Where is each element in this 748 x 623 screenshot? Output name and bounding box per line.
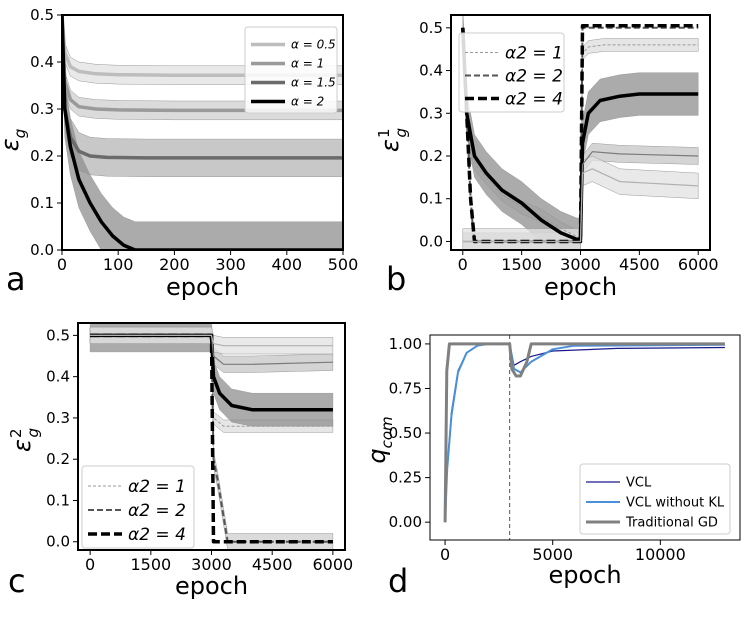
plot-area — [461, 15, 699, 250]
x-axis-label: epoch — [175, 572, 248, 600]
panel-letter-a: a — [6, 260, 26, 298]
x-tick-label: 3000 — [191, 555, 232, 574]
panel-c: 0 1500 3000 4500 6000 0.0 0.1 0.2 0.3 0.4 0.5 epoch… — [7, 322, 354, 600]
x-tick-label: 1500 — [501, 255, 542, 274]
y-tick-label: 0.4 — [46, 368, 70, 386]
legend-label: α2 = 4 — [505, 89, 563, 109]
x-tick-label: 300 — [215, 255, 246, 274]
y-tick-label: 0.3 — [30, 100, 54, 118]
legend-label: Traditional GD — [625, 516, 718, 531]
y-tick-label: 0.4 — [30, 53, 54, 71]
x-axis-label: epoch — [544, 273, 617, 301]
y-tick-label: 0.4 — [419, 62, 443, 80]
x-tick-label: 5000 — [532, 545, 573, 564]
legend-label: α2 = 1 — [128, 477, 186, 497]
legend-label: α2 = 1 — [505, 43, 563, 63]
legend-box — [244, 26, 338, 114]
y-tick-label: 0.1 — [46, 491, 70, 509]
legend-label: α2 = 2 — [128, 501, 186, 521]
series-line-b-0 — [462, 27, 699, 238]
panel-a: 0 100 200 300 400 500 0.0 0.1 0.2 0.3 0.4 0.5 epoch ε… — [0, 6, 359, 301]
legend-label: α = 0.5 — [291, 38, 336, 52]
series-line-a-3 — [62, 15, 343, 250]
plot-area — [443, 335, 725, 540]
y-tick-label: 0.50 — [389, 424, 422, 442]
legend-label: α = 2 — [291, 95, 324, 109]
x-tick-label: 100 — [103, 255, 134, 274]
panel-letter-b: b — [386, 260, 406, 298]
y-tick-label: 0.3 — [46, 409, 70, 427]
x-tick-label: 4500 — [619, 255, 660, 274]
x-axis-label: epoch — [548, 561, 621, 589]
plot-area — [89, 323, 334, 550]
axes-frame — [61, 14, 344, 251]
x-tick-label: 0 — [458, 255, 468, 274]
y-tick-label: 0.1 — [419, 190, 443, 208]
x-tick-label: 0 — [85, 555, 95, 574]
panel-letter-d: d — [388, 562, 408, 600]
y-tick-label: 0.00 — [389, 513, 422, 531]
y-tick-label: 1.00 — [389, 335, 422, 353]
y-tick-label: 0.2 — [30, 147, 54, 165]
y-tick-label: 0.75 — [389, 379, 422, 397]
legend-label: α2 = 4 — [128, 525, 186, 545]
x-tick-label: 4500 — [252, 555, 293, 574]
x-tick-label: 10000 — [635, 545, 686, 564]
x-axis-label: epoch — [166, 273, 239, 301]
y-tick-label: 0.1 — [30, 194, 54, 212]
y-tick-label: 0.0 — [419, 232, 443, 250]
x-tick-label: 400 — [272, 255, 303, 274]
y-tick-label: 0.2 — [46, 450, 70, 468]
x-tick-label: 1500 — [130, 555, 171, 574]
x-tick-label: 6000 — [678, 255, 719, 274]
band-a-3 — [62, 15, 343, 250]
series-line-b-1 — [461, 26, 699, 243]
y-tick-label: 0.5 — [46, 326, 70, 344]
x-tick-label: 0 — [57, 255, 67, 274]
panel-d: 0 5000 10000 0.00 0.25 0.50 0.75 1.00 epoch qcom d… — [363, 334, 741, 600]
band-b-3 — [462, 15, 699, 250]
y-axis-label: ε1g — [375, 128, 410, 152]
legend-label: α2 = 2 — [505, 66, 563, 86]
panel-b: 0 1500 3000 4500 6000 0.0 0.1 0.2 0.3 0.4 0.5 epoch… — [375, 14, 719, 301]
y-tick-label: 0.0 — [30, 241, 54, 259]
x-tick-label: 0 — [440, 545, 450, 564]
legend-label: α = 1 — [291, 57, 324, 71]
y-tick-label: 0.5 — [30, 6, 54, 24]
series-line-a-0 — [62, 15, 343, 77]
y-tick-label: 0.2 — [419, 147, 443, 165]
legend-label: α = 1.5 — [291, 76, 336, 90]
x-tick-label: 6000 — [313, 555, 354, 574]
y-axis-label: ε2g — [7, 428, 42, 452]
series-line-b-3 — [461, 27, 699, 242]
y-axis-label: εg — [0, 129, 29, 152]
y-axis-label: qcom — [363, 416, 396, 463]
y-tick-label: 0.25 — [389, 469, 422, 487]
axes-frame — [429, 334, 741, 541]
y-tick-label: 0.0 — [46, 533, 70, 551]
y-tick-label: 0.3 — [419, 104, 443, 122]
x-tick-label: 200 — [159, 255, 190, 274]
x-tick-label: 500 — [328, 255, 359, 274]
x-tick-label: 3000 — [560, 255, 601, 274]
series-line-d-2 — [443, 342, 725, 523]
y-tick-label: 0.5 — [419, 19, 443, 37]
series-line-b-5 — [462, 168, 699, 243]
series-line-c-5 — [90, 334, 333, 347]
panel-letter-c: c — [8, 562, 26, 600]
legend-label: VCL without KL — [626, 496, 725, 511]
legend-label: VCL — [626, 476, 652, 491]
